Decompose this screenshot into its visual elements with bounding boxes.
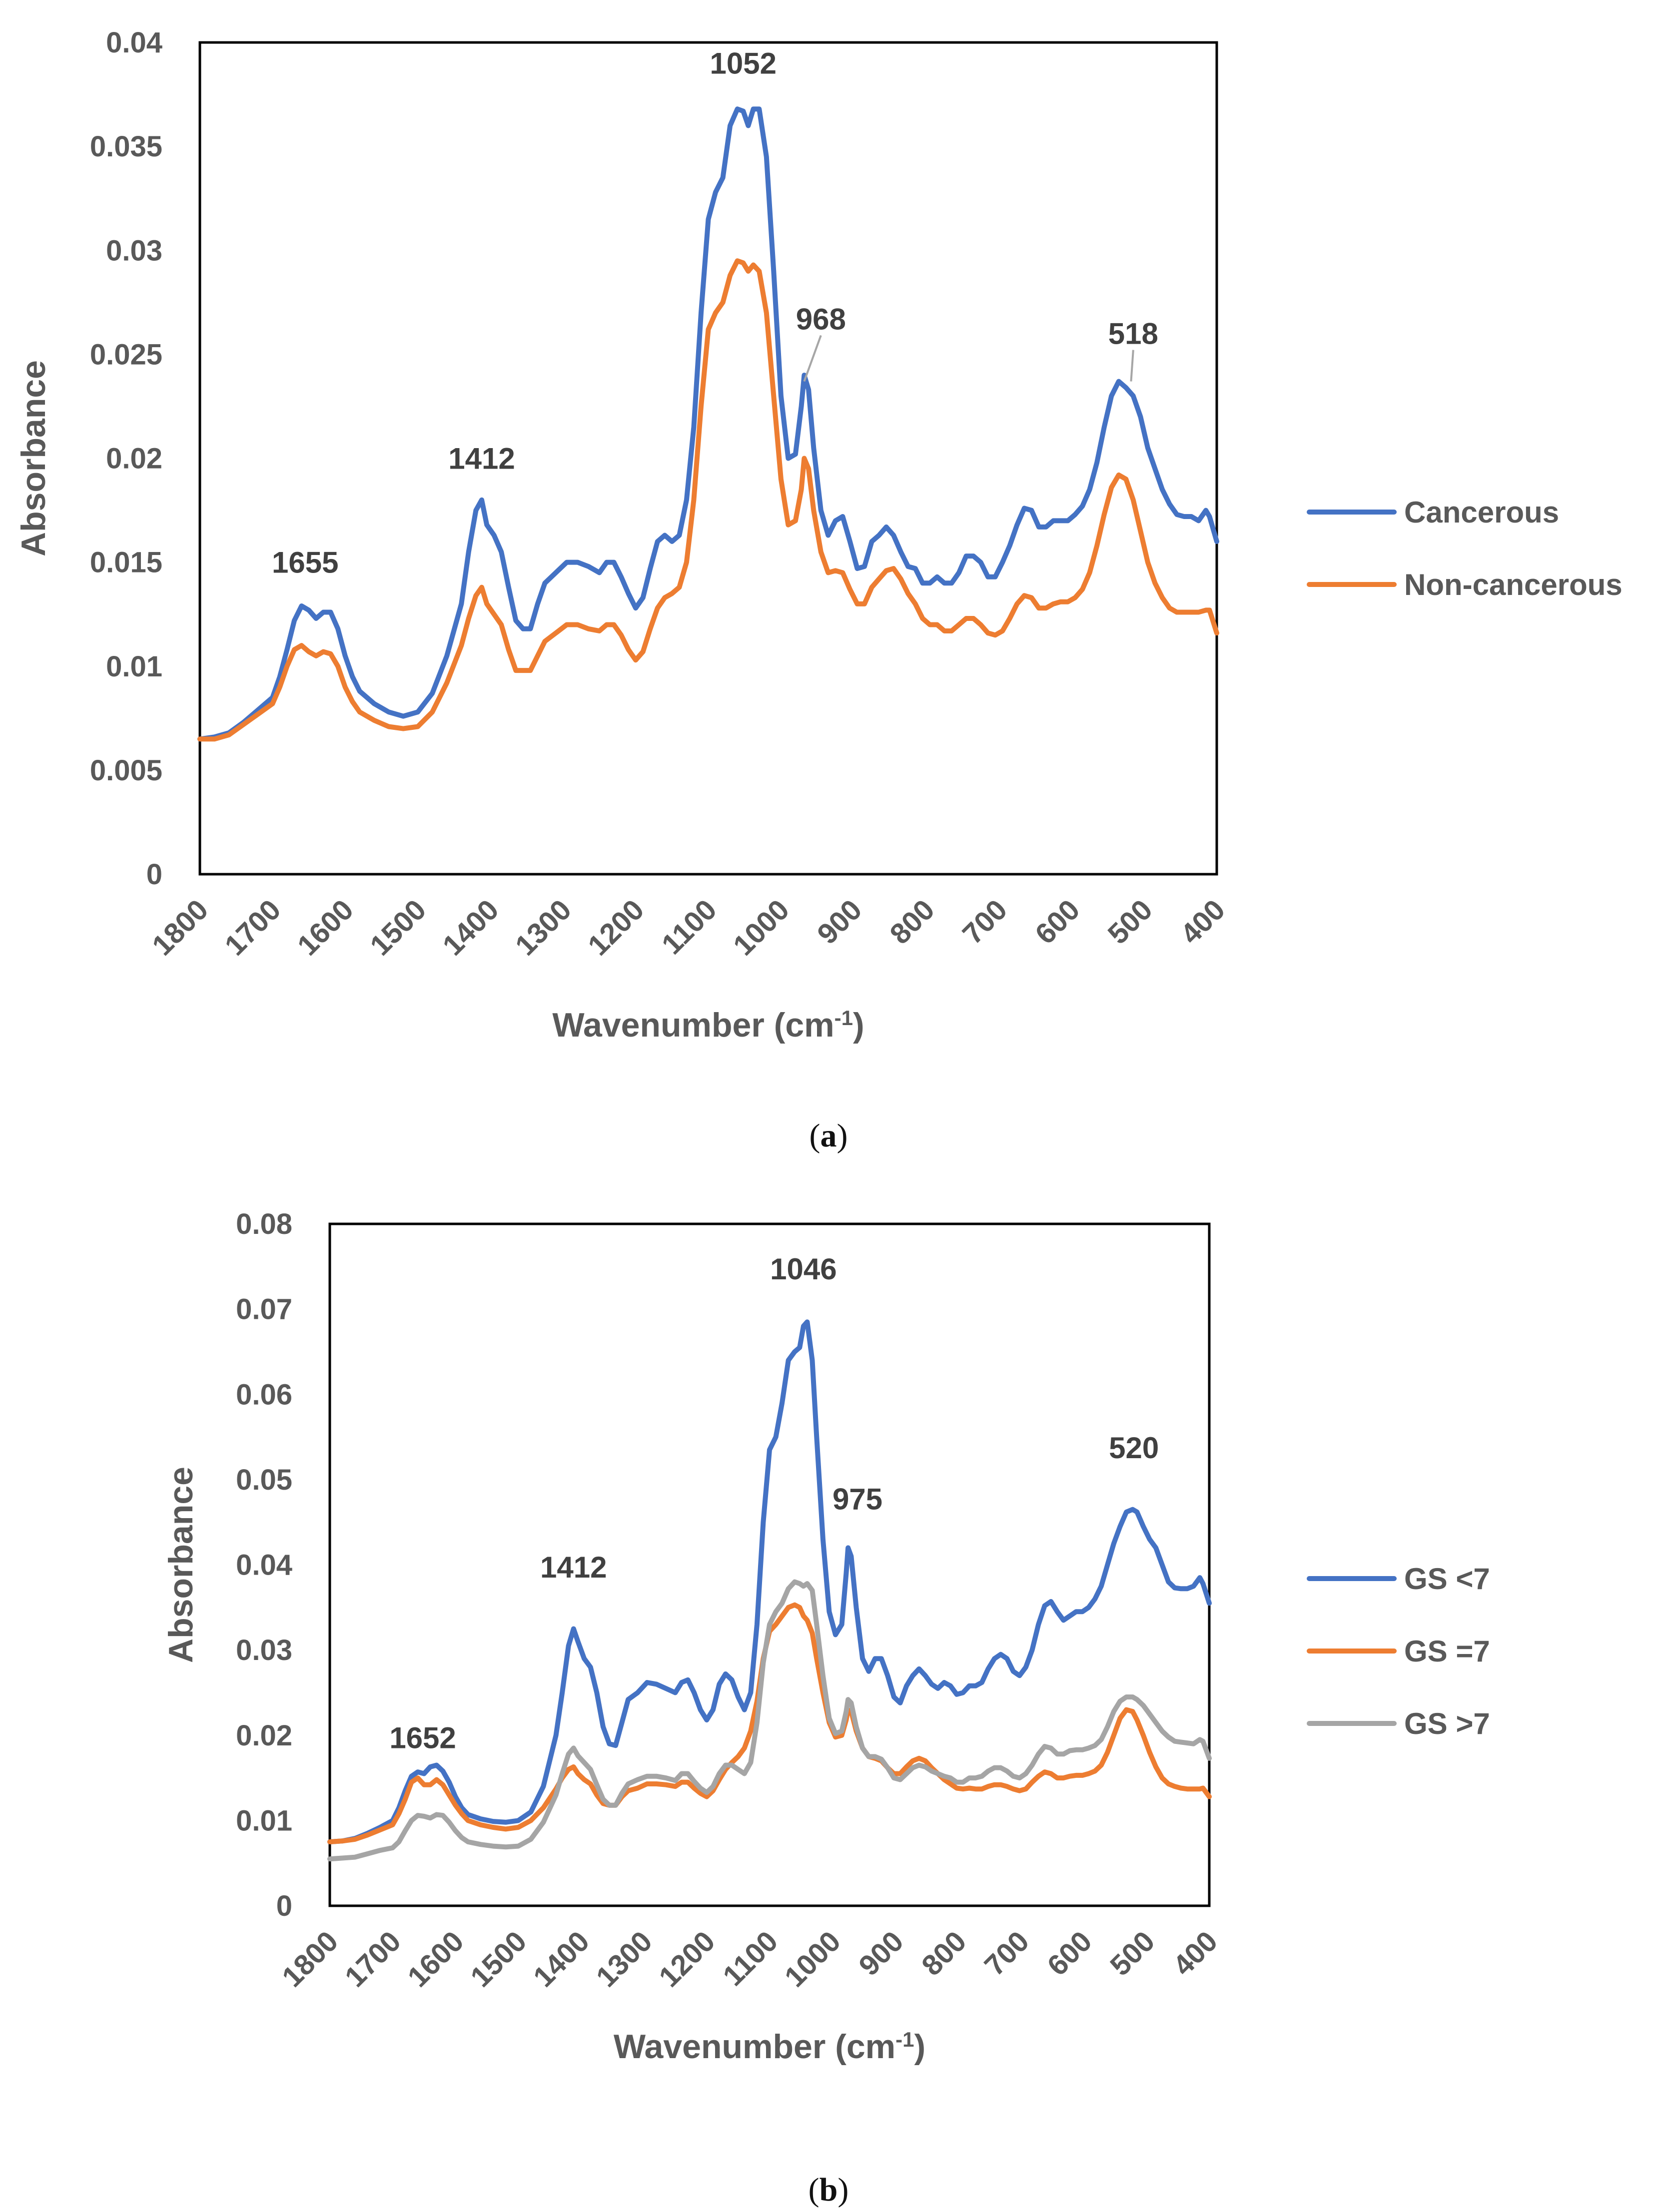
chart-b-y-tick-label: 0.03: [236, 1634, 292, 1666]
chart-a-y-tick-label: 0.005: [90, 754, 162, 787]
chart-a-x-tick-label: 1300: [509, 893, 578, 962]
chart-b: 0 0.01 0.02 0.03 0.04 0.05 0.06 0.07 0.08 1800170…: [162, 1208, 1490, 2066]
chart-a-annotation-leader: [803, 335, 822, 382]
chart-a-plot-frame: [198, 41, 1218, 876]
chart-a-x-tick-label: 1600: [291, 893, 360, 962]
chart-a-y-tick-label: 0.03: [106, 234, 162, 267]
chart-b-legend-label: GS >7: [1404, 1707, 1490, 1740]
chart-a-x-axis-title-end: ): [853, 1006, 864, 1044]
chart-a-x-tick-label: 1700: [218, 893, 287, 962]
chart-a-x-tick-label: 1500: [364, 893, 432, 962]
chart-a-y-tick-label: 0.02: [106, 443, 162, 475]
chart-b-x-tick-label: 1500: [464, 1925, 533, 1993]
chart-a-annotation-leader: [1130, 350, 1134, 382]
chart-b-x-tick-label: 1100: [717, 1925, 784, 1992]
chart-a-legend-label: Cancerous: [1404, 496, 1559, 529]
chart-b-y-axis-title: Absorbance: [162, 1467, 200, 1663]
chart-b-peak-label: 520: [1109, 1431, 1159, 1465]
chart-b-y-tick-label: 0.02: [236, 1719, 292, 1752]
chart-b-legend-label: GS =7: [1404, 1635, 1490, 1668]
chart-a-x-tick-label: 1000: [727, 893, 796, 962]
chart-b-series-line-2: [327, 1602, 1212, 1844]
chart-b-y-tick-label: 0.07: [236, 1293, 292, 1326]
chart-b-x-axis-title: Wavenumber (cm-1): [614, 2028, 925, 2066]
chart-a-y-tick-label: 0.015: [90, 547, 162, 579]
chart-a-legend-label: Non-cancerous: [1404, 568, 1623, 601]
caption-b-label: b: [819, 2172, 838, 2208]
chart-b-x-tick-label: 1600: [401, 1925, 470, 1993]
chart-a-series-line-2: [197, 258, 1219, 742]
chart-a-x-tick-label: 1200: [582, 893, 650, 962]
chart-b-peak-label: 975: [832, 1483, 882, 1516]
chart-b-x-tick-label: 1700: [339, 1925, 407, 1993]
chart-b-x-tick-label: 1000: [779, 1925, 847, 1993]
chart-a-x-tick-label: 400: [1174, 893, 1231, 950]
chart-b-x-tick-label: 1200: [653, 1925, 721, 1993]
chart-b-x-axis-title-sup: -1: [895, 2028, 914, 2051]
chart-b-x-tick-label: 500: [1104, 1925, 1161, 1982]
chart-b-legend-label: GS <7: [1404, 1562, 1490, 1596]
chart-a-peak-label: 968: [796, 302, 846, 336]
chart-b-x-tick-label: 900: [852, 1925, 909, 1982]
chart-a-peak-label: 1412: [448, 442, 515, 475]
chart-b-x-axis-title-end: ): [914, 2028, 926, 2066]
chart-a-x-tick-label: 1800: [146, 893, 214, 962]
chart-b-y-tick-label: 0.06: [236, 1378, 292, 1411]
caption-b: (b): [808, 2172, 849, 2208]
chart-a-series-line-1: [197, 106, 1219, 742]
chart-a-x-tick-label: 800: [883, 893, 940, 950]
chart-a-y-tick-label: 0.01: [106, 650, 162, 683]
chart-a-peak-label: 518: [1108, 317, 1158, 351]
chart-a-y-tick-label: 0.035: [90, 130, 162, 163]
chart-a-y-axis-title: Absorbance: [14, 360, 52, 556]
chart-a-x-axis-title-sup: -1: [834, 1006, 853, 1030]
chart-a-x-tick-label: 1100: [656, 893, 723, 961]
chart-a-x-tick-label: 900: [811, 893, 868, 950]
chart-b-x-tick-label: 400: [1167, 1925, 1224, 1982]
caption-a-label: a: [820, 1117, 837, 1154]
chart-a-x-tick-label: 600: [1029, 893, 1086, 950]
chart-a: 0 0.005 0.01 0.015 0.02 0.025 0.03 0.035 0.04 180…: [14, 26, 1623, 1045]
chart-a-y-tick-label: 0.025: [90, 338, 162, 371]
chart-b-y-tick-label: 0.01: [236, 1804, 292, 1837]
caption-a: (a): [809, 1117, 848, 1154]
chart-b-x-tick-label: 1400: [527, 1925, 596, 1993]
chart-b-x-tick-label: 800: [915, 1925, 972, 1982]
chart-a-peak-label: 1655: [272, 546, 338, 579]
chart-a-x-tick-label: 1400: [436, 893, 505, 962]
chart-b-x-tick-label: 700: [978, 1925, 1035, 1982]
chart-b-series-line-3: [327, 1579, 1212, 1862]
chart-b-y-tick-label: 0: [276, 1890, 292, 1922]
chart-a-x-tick-label: 500: [1101, 893, 1158, 950]
chart-b-peak-label: 1046: [770, 1252, 836, 1286]
chart-b-x-tick-label: 1300: [590, 1925, 659, 1993]
chart-a-peak-label: 1052: [710, 46, 777, 80]
chart-b-y-tick-label: 0.08: [236, 1208, 292, 1240]
chart-b-x-tick-label: 1800: [276, 1925, 344, 1993]
chart-b-y-tick-label: 0.05: [236, 1464, 292, 1496]
chart-a-x-axis-title: Wavenumber (cm-1): [552, 1006, 864, 1045]
chart-b-y-tick-label: 0.04: [236, 1549, 292, 1582]
chart-b-peak-label: 1412: [540, 1551, 607, 1584]
chart-b-peak-label: 1652: [389, 1721, 456, 1754]
chart-b-x-tick-label: 600: [1041, 1925, 1098, 1982]
chart-a-y-tick-label: 0.04: [106, 26, 162, 59]
chart-b-series-line-1: [327, 1319, 1212, 1844]
chart-b-plot-frame: [328, 1222, 1211, 1907]
chart-a-x-tick-label: 700: [956, 893, 1013, 950]
chart-a-y-tick-label: 0: [146, 858, 162, 891]
